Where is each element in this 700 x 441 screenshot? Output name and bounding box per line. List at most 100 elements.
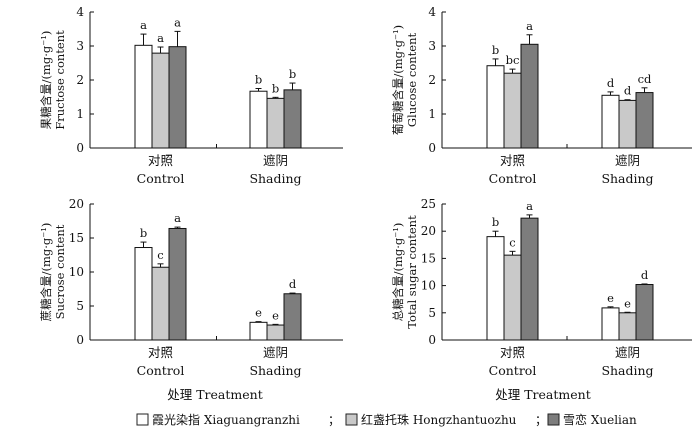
fructose-bar-xiaguangranzhi-control	[134, 44, 153, 149]
total-sugar-y-tick-label: 15	[421, 251, 436, 265]
sucrose-y-tick-label: 15	[69, 231, 84, 245]
glucose-sig-letter: cd	[638, 72, 652, 86]
total-sugar-y-tick-label: 25	[421, 197, 436, 211]
glucose-bar-hongzhantuozhu-control	[503, 72, 522, 149]
glucose-bar-xiaguangranzhi-shading	[601, 94, 620, 149]
sucrose-category-label-cn: 对照	[148, 345, 173, 360]
fructose-sig-letter: b	[255, 73, 262, 87]
fructose-y-tick-label: 1	[76, 107, 84, 121]
fructose-y-label-cn: 果糖含量/(mg·g⁻¹)	[39, 31, 53, 130]
legend-swatch-xiaguangranzhi	[136, 413, 149, 426]
total-sugar-panel: 0 5 10 15 20 25 总糖含量/(mg·g⁻¹) Total sugar conte…	[391, 197, 692, 378]
total-sugar-y-tick-label: 5	[428, 306, 436, 320]
legend: 霞光染指 Xiaguangranzhi ； 红盏托珠 Hongzhantuozh…	[136, 412, 637, 427]
glucose-sig-letter: d	[607, 76, 615, 90]
total-sugar-category-label-en: Shading	[601, 363, 653, 378]
fructose-y-tick-label: 3	[76, 39, 84, 53]
sucrose-y-tick-label: 10	[69, 265, 84, 279]
total-sugar-category-label-cn: 遮阴	[615, 345, 640, 360]
fructose-bar-xuelian-shading	[283, 89, 302, 149]
total-sugar-bar-xuelian-control	[520, 217, 539, 341]
sucrose-y-label-cn: 蔗糖含量/(mg·g⁻¹)	[39, 223, 53, 322]
fructose-y-tick-label: 0	[76, 141, 84, 155]
fructose-sig-letter: b	[272, 81, 279, 95]
total-sugar-category-label-en: Control	[489, 363, 537, 378]
glucose-sig-letter: b	[492, 43, 499, 57]
sucrose-sig-letter: a	[174, 211, 181, 225]
total-sugar-y-tick-label: 10	[421, 279, 436, 293]
sucrose-sig-letter: e	[255, 306, 262, 320]
total-sugar-sig-letter: d	[641, 268, 649, 282]
legend-label-hongzhantuozhu: 红盏托珠 Hongzhantuozhu	[361, 412, 517, 427]
fructose-bar-hongzhantuozhu-control	[151, 52, 170, 149]
glucose-category-label-en: Control	[489, 171, 537, 186]
total-sugar-sig-letter: e	[607, 291, 614, 305]
legend-label-xuelian: 雪恋 Xuelian	[563, 412, 637, 427]
fructose-category-label-cn: 对照	[148, 153, 173, 168]
sucrose-category-label-en: Control	[137, 363, 185, 378]
legend-separator-1: ；	[328, 413, 340, 427]
glucose-sig-letter: d	[624, 84, 632, 98]
sucrose-sig-letter: d	[289, 277, 297, 291]
fructose-sig-letter: a	[157, 31, 164, 45]
total-sugar-y-label-cn: 总糖含量/(mg·g⁻¹)	[391, 223, 405, 322]
glucose-y-tick-label: 1	[428, 107, 436, 121]
total-sugar-bar-xiaguangranzhi-shading	[601, 307, 620, 341]
sucrose-bar-xuelian-shading	[283, 293, 302, 341]
legend-separator-2: ；	[535, 413, 547, 427]
fructose-bar-xiaguangranzhi-shading	[249, 90, 268, 149]
glucose-y-tick-label: 0	[428, 141, 436, 155]
glucose-bar-xiaguangranzhi-control	[486, 65, 505, 149]
fructose-category-label-cn: 遮阴	[263, 153, 288, 168]
glucose-bar-xuelian-control	[520, 43, 539, 149]
total-sugar-sig-letter: c	[509, 235, 515, 249]
glucose-y-tick-label: 2	[428, 73, 436, 87]
total-sugar-y-tick-label: 20	[421, 224, 436, 238]
sucrose-y-tick-label: 0	[76, 333, 84, 347]
sucrose-sig-letter: c	[157, 248, 163, 262]
sucrose-sig-letter: b	[140, 226, 147, 240]
total-sugar-sig-letter: e	[624, 296, 631, 310]
sucrose-sig-letter: e	[272, 308, 279, 322]
x-axis-title-right: 处理 Treatment	[495, 387, 590, 402]
total-sugar-bar-xuelian-shading	[635, 284, 654, 341]
glucose-sig-letter: a	[526, 19, 533, 33]
fructose-sig-letter: b	[289, 67, 296, 81]
sucrose-category-label-cn: 遮阴	[263, 345, 288, 360]
x-axis-title-left: 处理 Treatment	[167, 387, 262, 402]
legend-label-xiaguangranzhi: 霞光染指 Xiaguangranzhi	[152, 412, 300, 427]
total-sugar-bar-xiaguangranzhi-control	[486, 236, 505, 341]
glucose-sig-letter: bc	[506, 53, 520, 67]
fructose-bar-xuelian-control	[168, 46, 187, 149]
glucose-panel: 0 1 2 3 4 葡萄糖含量/(mg·g⁻¹) Glucose content bbc a 对照…	[391, 5, 692, 186]
sucrose-category-label-en: Shading	[249, 363, 301, 378]
total-sugar-category-label-cn: 对照	[500, 345, 525, 360]
glucose-category-label-en: Shading	[601, 171, 653, 186]
sucrose-y-tick-label: 20	[69, 197, 84, 211]
fructose-y-label-en: Fructose content	[53, 30, 67, 130]
legend-swatch-hongzhantuozhu	[345, 413, 358, 426]
sucrose-bar-xuelian-control	[168, 227, 187, 341]
total-sugar-y-tick-label: 0	[428, 333, 436, 347]
glucose-bar-hongzhantuozhu-shading	[618, 99, 637, 149]
total-sugar-sig-letter: b	[492, 215, 499, 229]
glucose-bar-xuelian-shading	[635, 92, 654, 149]
total-sugar-sig-letter: a	[526, 199, 533, 213]
fructose-y-tick-label: 2	[76, 73, 84, 87]
fructose-sig-letter: a	[140, 18, 147, 32]
fructose-bar-hongzhantuozhu-shading	[266, 97, 285, 149]
fructose-category-label-en: Shading	[249, 171, 301, 186]
sucrose-bar-xiaguangranzhi-shading	[249, 321, 268, 341]
glucose-category-label-cn: 遮阴	[615, 153, 640, 168]
fructose-y-tick-label: 4	[76, 5, 84, 19]
glucose-y-tick-label: 4	[428, 5, 436, 19]
glucose-category-label-cn: 对照	[500, 153, 525, 168]
total-sugar-bar-hongzhantuozhu-shading	[618, 312, 637, 341]
sucrose-y-tick-label: 5	[76, 299, 84, 313]
sucrose-bar-hongzhantuozhu-control	[151, 266, 170, 341]
fructose-sig-letter: a	[174, 15, 181, 29]
total-sugar-y-label-en: Total sugar content	[405, 215, 419, 329]
glucose-y-label-en: Glucose content	[405, 33, 419, 128]
